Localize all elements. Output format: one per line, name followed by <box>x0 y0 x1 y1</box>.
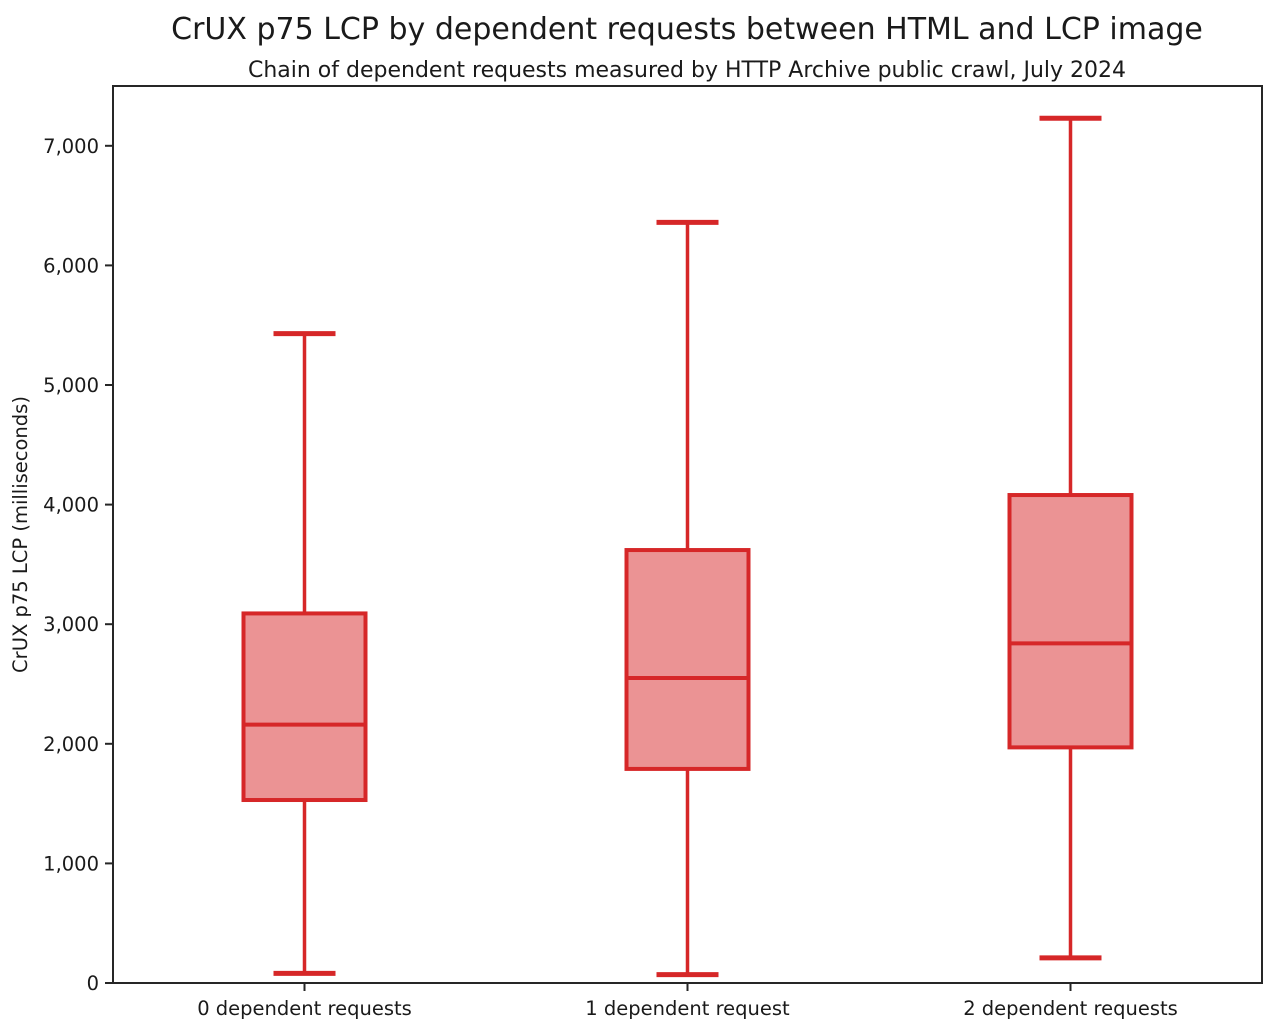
y-axis-tick-label: 7,000 <box>43 135 99 158</box>
y-axis-tick-label: 3,000 <box>43 613 99 636</box>
y-axis-tick-label: 0 <box>87 972 99 995</box>
x-axis-category-label: 1 dependent request <box>585 997 790 1020</box>
y-axis-tick-label: 1,000 <box>43 852 99 875</box>
iqr-box <box>1007 493 1134 750</box>
y-axis-tick-label: 6,000 <box>43 254 99 277</box>
box-group-2 <box>1007 115 1134 961</box>
y-axis-tick-label: 2,000 <box>43 733 99 756</box>
boxes-layer <box>241 115 1134 978</box>
y-axis-tick-label: 5,000 <box>43 374 99 397</box>
chart-title: CrUX p75 LCP by dependent requests betwe… <box>171 12 1203 47</box>
box-group-0 <box>241 331 368 976</box>
box-group-1 <box>624 219 751 978</box>
x-axis-category-label: 2 dependent requests <box>963 997 1178 1020</box>
y-axis-label: CrUX p75 LCP (milliseconds) <box>9 396 32 673</box>
chart-subtitle: Chain of dependent requests measured by … <box>248 58 1126 83</box>
y-axis-tick-label: 4,000 <box>43 494 99 517</box>
iqr-box <box>624 548 751 771</box>
iqr-box <box>241 611 368 803</box>
plot-frame <box>112 85 1263 984</box>
axes-layer: 0 1,000 2,000 3,000 4,000 5,000 6,000 7,000 0 de… <box>43 135 1178 1020</box>
x-axis-category-label: 0 dependent requests <box>197 997 412 1020</box>
